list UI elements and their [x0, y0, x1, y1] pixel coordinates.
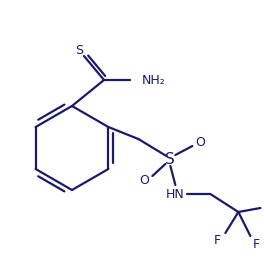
Text: S: S — [75, 45, 83, 57]
Text: HN: HN — [166, 188, 185, 200]
Text: S: S — [166, 152, 175, 167]
Text: F: F — [214, 234, 221, 248]
Text: NH₂: NH₂ — [142, 74, 166, 87]
Text: O: O — [139, 174, 149, 186]
Text: O: O — [195, 135, 205, 148]
Text: F: F — [253, 239, 260, 251]
